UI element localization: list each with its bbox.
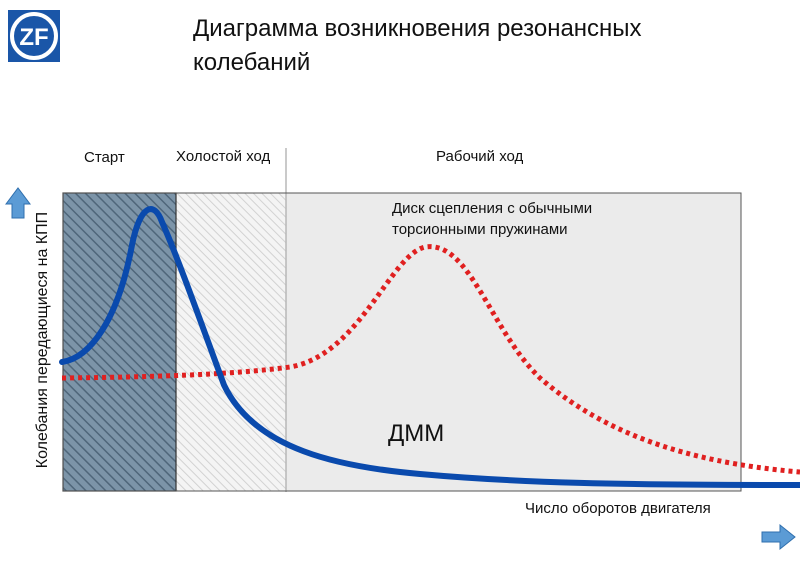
logo-text: ZF bbox=[19, 24, 48, 51]
zone-label-start: Старт bbox=[84, 149, 125, 166]
zone-label-idle: Холостой ход bbox=[176, 148, 271, 165]
start-zone bbox=[62, 192, 177, 492]
dmm-curve bbox=[59, 206, 800, 488]
conventional-curve-label: Диск сцепления с обычными торсионными пр… bbox=[392, 198, 592, 240]
y-axis-arrow-icon bbox=[5, 187, 31, 219]
y-axis-label: Колебания передающиеся на КПП bbox=[34, 211, 51, 469]
conventional-label-line2: торсионными пружинами bbox=[392, 221, 568, 238]
x-axis-arrow-icon bbox=[761, 523, 796, 551]
x-axis-label: Число оборотов двигателя bbox=[525, 500, 711, 517]
idle-zone bbox=[176, 193, 286, 491]
zone-label-working: Рабочий ход bbox=[436, 148, 524, 165]
page-title: Диаграмма возникновения резонансных коле… bbox=[193, 15, 642, 76]
dmm-curve-label: ДММ bbox=[388, 420, 445, 447]
chart-frame bbox=[62, 192, 742, 492]
conventional-curve bbox=[61, 244, 800, 475]
conventional-label-line1: Диск сцепления с обычными bbox=[392, 200, 593, 217]
zf-logo: ZF bbox=[8, 10, 60, 62]
working-zone bbox=[285, 192, 742, 492]
